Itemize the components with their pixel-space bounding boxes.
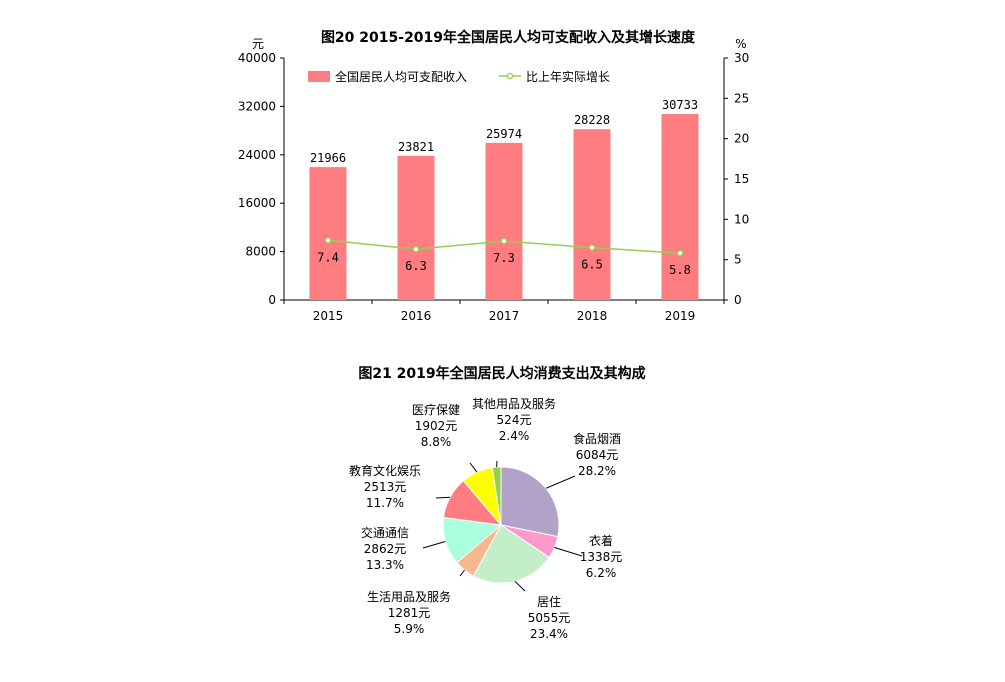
pie-slice-label: 交通通信 [361, 525, 409, 540]
growth-point [589, 245, 594, 250]
income-bar-label: 21966 [310, 151, 346, 165]
right-axis-tick-label: 15 [734, 172, 749, 186]
x-axis-tick-label: 2016 [401, 309, 432, 323]
pie-slice-label: 23.4% [530, 627, 568, 641]
right-axis-tick-label: 25 [734, 91, 749, 105]
right-axis-tick-label: 5 [734, 253, 742, 267]
pie-slice-label: 2862元 [364, 542, 407, 556]
growth-label: 6.3 [405, 259, 427, 273]
pie-slice-label: 1902元 [415, 419, 458, 433]
right-axis-tick-label: 30 [734, 51, 749, 65]
right-axis-unit: % [735, 37, 746, 51]
consumption-pie: 食品烟酒 6084元 28.2% 衣着 1338元 6.2% 居住 5055元 23.4% 生活用… [349, 396, 622, 641]
income-legend: 全国居民人均可支配收入 比上年实际增长 [308, 69, 610, 84]
left-axis-tick-label: 0 [268, 293, 276, 307]
income-bar [486, 143, 523, 300]
pie-slice-label: 2.4% [499, 429, 530, 443]
pie-slice-label: 生活用品及服务 [367, 589, 451, 604]
right-axis-tick-label: 10 [734, 212, 749, 226]
pie-leader-line [515, 581, 525, 591]
pie-slice-label: 医疗保健 [412, 403, 460, 417]
pie-slice-label: 11.7% [366, 496, 404, 510]
left-axis-tick-label: 32000 [238, 99, 276, 113]
consumption-chart: 图21 2019年全国居民人均消费支出及其构成 食品烟酒 6084元 28.2% 衣着… [349, 365, 646, 641]
pie-slice-label: 教育文化娱乐 [349, 463, 421, 478]
pie-slice-label: 6.2% [586, 566, 617, 580]
income-bar [398, 156, 435, 300]
pie-slice-label: 28.2% [578, 464, 616, 478]
x-axis-tick-label: 2015 [313, 309, 344, 323]
pie-slice-label: 6084元 [576, 448, 619, 462]
pie-leader-line [423, 541, 445, 548]
pie-slice-label: 食品烟酒 [573, 431, 621, 446]
pie-leader-line [436, 497, 450, 498]
pie-slice-label: 5.9% [394, 622, 425, 636]
pie-leader-line [460, 570, 465, 576]
income-bar-label: 30733 [662, 98, 698, 112]
pie-slice-label: 居住 [537, 595, 561, 609]
x-axis-tick-label: 2018 [577, 309, 608, 323]
pie-slice-label: 13.3% [366, 558, 404, 572]
left-axis-tick-label: 24000 [238, 148, 276, 162]
legend-marker-growth [507, 73, 512, 78]
growth-label: 6.5 [581, 258, 603, 272]
income-chart: 图20 2015-2019年全国居民人均可支配收入及其增长速度 元 % 0 800… [238, 29, 749, 323]
right-axis-tick-label: 20 [734, 132, 749, 146]
growth-point [501, 239, 506, 244]
right-axis-tick-label: 0 [734, 293, 742, 307]
consumption-chart-title: 图21 2019年全国居民人均消费支出及其构成 [358, 365, 645, 382]
pie-slice-label: 衣着 [589, 533, 613, 548]
pie-slice-label: 其他用品及服务 [472, 396, 556, 411]
income-bar [310, 167, 347, 300]
income-bar-label: 28228 [574, 113, 610, 127]
income-plot-area: 0 8000 16000 24000 32000 40000 0 5 10 15 20 25 30 201… [238, 51, 749, 323]
growth-point [325, 238, 330, 243]
growth-label: 7.4 [317, 250, 339, 264]
legend-swatch-income [308, 71, 330, 82]
income-bar-label: 23821 [398, 140, 434, 154]
growth-label: 7.3 [493, 251, 515, 265]
income-bar-label: 25974 [486, 127, 522, 141]
pie-leader-line [546, 476, 575, 488]
legend-label-growth: 比上年实际增长 [526, 69, 610, 84]
pie-slice-label: 1338元 [580, 550, 623, 564]
income-chart-title: 图20 2015-2019年全国居民人均可支配收入及其增长速度 [321, 29, 696, 46]
pie-leader-line [554, 547, 582, 556]
legend-label-income: 全国居民人均可支配收入 [335, 69, 467, 84]
x-axis-tick-label: 2017 [489, 309, 520, 323]
pie-slice-label: 5055元 [528, 611, 571, 625]
pie-slice-label: 524元 [497, 413, 532, 427]
growth-point [413, 247, 418, 252]
left-axis-tick-label: 8000 [245, 245, 276, 259]
pie-slice-label: 2513元 [364, 480, 407, 494]
x-axis-tick-label: 2019 [665, 309, 696, 323]
left-axis-tick-label: 16000 [238, 196, 276, 210]
growth-point [677, 251, 682, 256]
growth-label: 5.8 [669, 263, 691, 277]
pie-slice-label: 1281元 [388, 606, 431, 620]
left-axis-tick-label: 40000 [238, 51, 276, 65]
left-axis-unit: 元 [252, 37, 264, 51]
pie-slice-label: 8.8% [421, 435, 452, 449]
income-bar [574, 129, 611, 300]
pie-leader-line [470, 463, 477, 472]
pie-slice [501, 467, 559, 537]
